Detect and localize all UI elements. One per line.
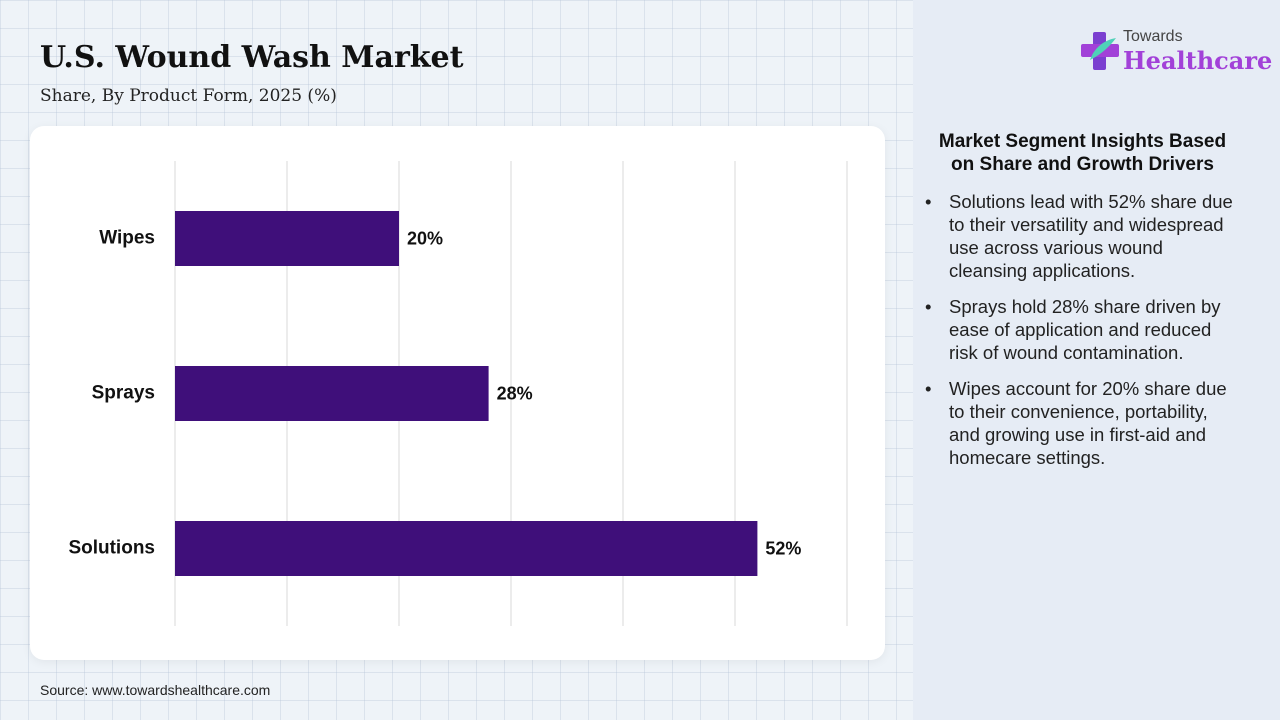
insights-title: Market Segment Insights Based on Share a… <box>938 131 1227 175</box>
bar-chart: Wipes 20% Sprays 28% Solutions 52% <box>68 161 848 626</box>
category-label: Sprays <box>92 383 155 404</box>
insight-item-sprays: Sprays hold 28% share driven by ease of … <box>925 295 1240 364</box>
category-label: Wipes <box>99 228 155 249</box>
data-label: 20% <box>407 228 443 248</box>
data-label: 52% <box>765 538 801 558</box>
page-subtitle: Share, By Product Form, 2025 (%) <box>40 86 337 106</box>
bar-sprays <box>175 366 489 421</box>
page-title: U.S. Wound Wash Market <box>40 40 464 75</box>
insight-item-wipes: Wipes account for 20% share due to their… <box>925 377 1240 469</box>
source-note: Source: www.towardshealthcare.com <box>40 682 271 698</box>
medical-cross-icon <box>1081 32 1119 70</box>
data-label: 28% <box>497 383 533 403</box>
logo-text-towards: Towards <box>1123 28 1183 45</box>
logo-text-healthcare: Healthcare <box>1123 46 1273 75</box>
bar-wipes <box>175 211 399 266</box>
category-label: Solutions <box>68 538 155 559</box>
brand-logo[interactable]: Towards Healthcare <box>1080 28 1272 78</box>
insights-list: Solutions lead with 52% share due to the… <box>925 190 1240 482</box>
bar-solutions <box>175 521 758 576</box>
chart-card: Wipes 20% Sprays 28% Solutions 52% <box>30 126 885 660</box>
insight-item-solutions: Solutions lead with 52% share due to the… <box>925 190 1240 282</box>
